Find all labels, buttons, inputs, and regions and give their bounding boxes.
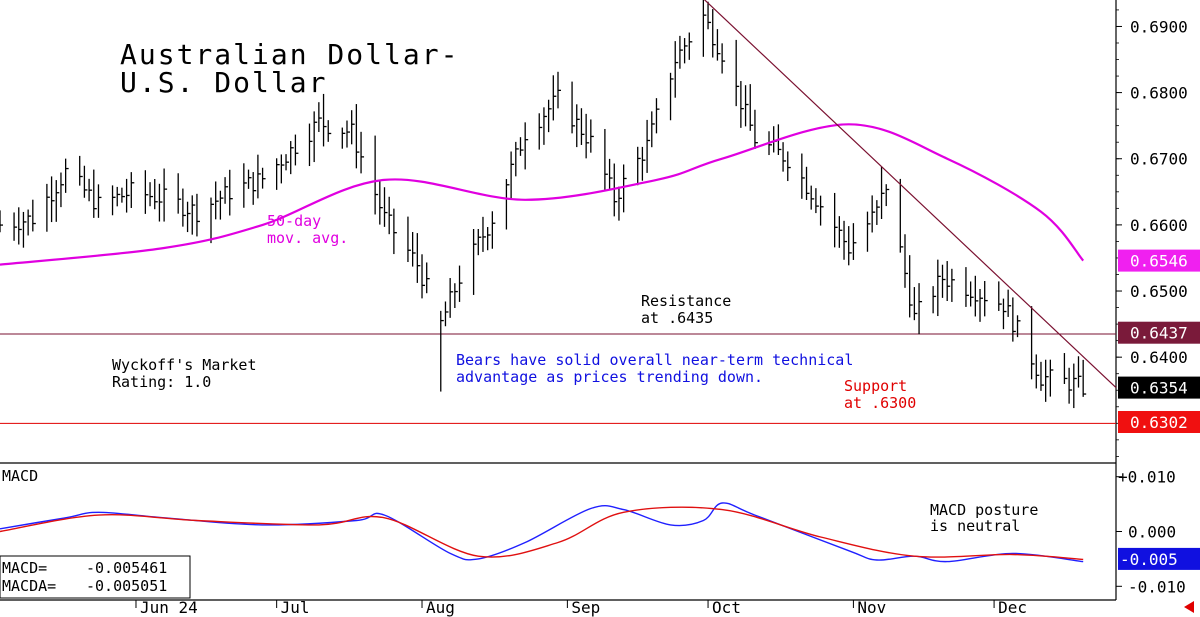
trendline-line [703,0,1117,389]
ma-line [0,123,1085,266]
date-tick-label-6: Dec [998,598,1027,617]
macd-series-macda [0,506,1084,561]
macd-panel-title: MACD [2,467,38,485]
price-box-1 [1118,321,1200,344]
moving-average [0,123,1085,266]
date-tick-label-1: Jul [281,598,310,617]
ma-label-line-1: 50-day [267,212,321,230]
macd-price-box: -0.005 [1118,547,1200,570]
price-box-0 [1118,249,1200,272]
bears-label-line-1: Bears have solid overall near-term techn… [456,351,853,369]
date-tick-label-0: Jun 24 [140,598,198,617]
macd-legend-box [0,555,191,599]
price-box-label-0: 0.6546 [1130,252,1188,271]
price-bars [0,0,1087,409]
date-tick-label-4: Oct [712,598,741,617]
price-tick-label-1: 0.6800 [1130,84,1188,103]
macd-legend-label: MACD= [2,559,47,577]
rating-label-line-2: Rating: 1.0 [112,373,211,391]
date-tick-label-5: Nov [857,598,886,617]
price-box-3 [1118,410,1200,433]
price-box-label-2: 0.6354 [1130,379,1188,398]
macd-axis-ticks: +0.010 0.000 -0.010 [1116,468,1186,596]
support-label-line-1: Support [844,377,907,395]
price-tick-label-4: 0.6500 [1130,282,1188,301]
price-tick-label-5: 0.6400 [1130,348,1188,367]
price-axis-ticks: 0.6900 0.6800 0.6700 0.6600 0.6500 0.6400 [1116,9,1188,457]
date-tick-label-2: Aug [426,598,455,617]
macd-tick-label-1: 0.000 [1128,523,1176,542]
price-box-2 [1118,376,1200,399]
trendline [703,0,1117,389]
macd-box [1118,547,1200,570]
chart-title-line-1: Australian Dollar- [120,38,459,71]
macd-note-line-2: is neutral [930,517,1020,535]
macda-legend-label: MACDA= [2,577,56,595]
macd-box-label: -0.005 [1120,550,1178,569]
macd-note-line-1: MACD posture [930,501,1038,519]
price-tick-label-0: 0.6900 [1130,17,1188,36]
ma-label-line-2: mov. avg. [267,229,348,247]
price-tick-label-2: 0.6700 [1130,150,1188,169]
support-label-line-2: at .6300 [844,394,916,412]
date-tick-label-3: Sep [571,598,600,617]
resistance-label-line-2: at .6435 [641,309,713,327]
horizontal-lines [0,333,1116,424]
back-arrow-icon[interactable] [1184,601,1194,613]
macd-series-macd [0,502,1084,563]
price-box-label-3: 0.6302 [1130,413,1188,432]
bears-label-line-2: advantage as prices trending down. [456,368,763,386]
macd-tick-label-0: +0.010 [1118,468,1176,487]
macd-legend-value: -0.005461 [86,559,167,577]
chart-title-line-2: U.S. Dollar [120,66,327,99]
macda-legend-value: -0.005051 [86,577,167,595]
rating-label-line-1: Wyckoff's Market [112,356,257,374]
date-axis-ticks: Jun 24 Jul Aug Sep Oct Nov Dec [135,598,1027,617]
macd-lines [0,502,1084,563]
price-boxes: 0.6546 0.6437 0.6354 0.6302 [1118,249,1200,433]
price-box-label-1: 0.6437 [1130,324,1188,343]
macd-tick-label-2: -0.010 [1128,577,1186,596]
resistance-label-line-1: Resistance [641,292,731,310]
price-tick-label-3: 0.6600 [1130,216,1188,235]
